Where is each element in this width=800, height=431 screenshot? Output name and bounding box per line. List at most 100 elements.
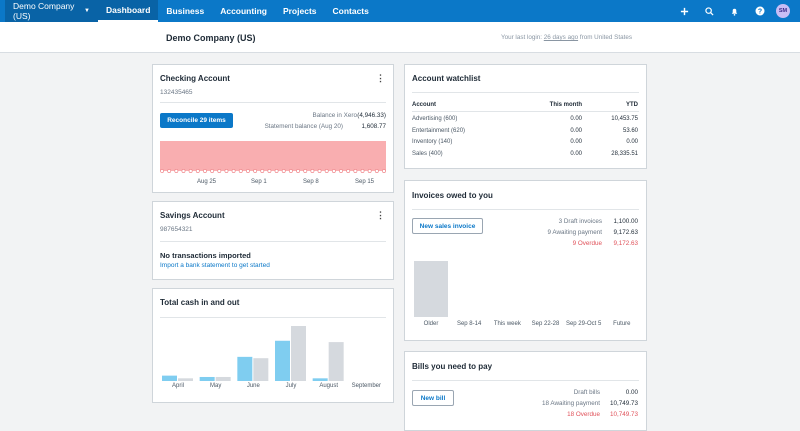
- checking-account-card: Checking Account 132435465 ⋮ Reconcile 2…: [152, 64, 394, 193]
- avatar[interactable]: SM: [776, 4, 790, 18]
- balance-point: [296, 169, 301, 173]
- main-nav: Dashboard Business Accounting Projects C…: [98, 0, 377, 22]
- balance-chart: [160, 141, 386, 173]
- import-statement-link[interactable]: Import a bank statement to get started: [160, 262, 270, 269]
- balance-point: [303, 169, 308, 173]
- x-tick-label: Sep 15: [355, 179, 375, 185]
- top-nav: Demo Company (US) ▼ Dashboard Business A…: [0, 0, 800, 22]
- balance-point: [331, 169, 336, 173]
- balance-point: [174, 169, 179, 173]
- more-options-icon[interactable]: ⋮: [376, 73, 385, 83]
- nav-business[interactable]: Business: [166, 6, 205, 16]
- bills-card: Bills you need to pay New bill Draft bil…: [404, 351, 647, 431]
- balance-point: [188, 169, 193, 173]
- x-tick-label: Sep 22-28: [531, 321, 560, 327]
- balance-point: [181, 169, 186, 173]
- ytd-value: 0.00: [626, 139, 638, 145]
- draft-invoices-label[interactable]: 3 Draft invoices: [558, 218, 602, 225]
- balance-point: [281, 169, 286, 173]
- top-icons: ? SM: [672, 0, 800, 22]
- org-switcher[interactable]: Demo Company (US) ▼: [5, 0, 98, 22]
- overdue-value: 9,172.63: [613, 240, 638, 247]
- balance-point: [274, 169, 279, 173]
- new-sales-invoice-button[interactable]: New sales invoice: [412, 218, 483, 234]
- balance-point: [253, 169, 258, 173]
- ytd-value: 53.60: [622, 127, 638, 134]
- balance-point: [224, 169, 229, 173]
- cash-bar: [162, 375, 177, 381]
- more-options-icon[interactable]: ⋮: [376, 210, 385, 220]
- balance-area: [160, 141, 386, 171]
- search-icon[interactable]: [697, 0, 722, 22]
- account-name[interactable]: Inventory (140): [412, 139, 453, 145]
- cash-bar: [237, 356, 253, 381]
- balance-point: [353, 169, 358, 173]
- bills-awaiting-label[interactable]: 18 Awaiting payment: [542, 400, 600, 407]
- nav-accounting[interactable]: Accounting: [220, 6, 267, 16]
- balance-point: [374, 169, 379, 173]
- help-icon[interactable]: ?: [747, 0, 772, 22]
- draft-invoices-value: 1,100.00: [613, 218, 638, 225]
- overdue-label[interactable]: 9 Overdue: [572, 240, 602, 247]
- balance-point: [382, 169, 386, 173]
- bell-icon[interactable]: [722, 0, 747, 22]
- last-login-prefix: Your last login:: [500, 34, 544, 41]
- cash-bar: [199, 376, 215, 381]
- reconcile-button[interactable]: Reconcile 29 items: [160, 113, 233, 128]
- draft-bills-value: 0.00: [625, 389, 638, 396]
- awaiting-payment-value: 9,172.63: [613, 229, 638, 236]
- nav-contacts[interactable]: Contacts: [332, 6, 369, 16]
- draft-bills-label[interactable]: Draft bills: [573, 389, 600, 396]
- x-tick-label: Sep 8-14: [456, 321, 482, 327]
- nav-projects[interactable]: Projects: [282, 6, 317, 16]
- balance-point: [339, 169, 343, 173]
- invoice-bar: [414, 261, 448, 317]
- cash-bar: [328, 342, 344, 381]
- org-name: Demo Company (US): [13, 1, 75, 21]
- this-month-value: 0.00: [570, 116, 582, 122]
- new-bill-button[interactable]: New bill: [412, 390, 454, 406]
- this-month-value: 0.00: [570, 150, 582, 157]
- account-name[interactable]: Advertising (600): [412, 116, 458, 122]
- invoices-title: Invoices owed to you: [412, 191, 493, 200]
- page-title: Demo Company (US): [166, 33, 256, 43]
- this-month-value: 0.00: [570, 139, 582, 145]
- x-tick-label: August: [319, 383, 338, 389]
- cash-chart: [162, 326, 344, 381]
- x-tick-label: April: [171, 383, 184, 389]
- balance-point: [160, 169, 164, 173]
- page-header: Demo Company (US) Your last login: 26 da…: [0, 22, 800, 53]
- savings-account-card: Savings Account 987654321 ⋮ No transacti…: [152, 201, 394, 280]
- bills-awaiting-value: 10,749.73: [609, 400, 638, 407]
- nav-dashboard[interactable]: Dashboard: [98, 0, 159, 22]
- bills-title: Bills you need to pay: [412, 362, 493, 371]
- cash-bar: [312, 378, 328, 381]
- balance-xero-value: (4,946.33): [357, 112, 386, 119]
- balance-point: [346, 169, 351, 173]
- last-login: Your last login: 26 days ago from United…: [501, 34, 632, 41]
- last-login-link[interactable]: 26 days ago: [543, 34, 579, 41]
- balance-point: [238, 169, 243, 173]
- bills-overdue-label[interactable]: 18 Overdue: [567, 411, 600, 418]
- ytd-value: 10,453.75: [611, 116, 638, 122]
- account-name[interactable]: Entertainment (620): [412, 127, 466, 134]
- awaiting-payment-label[interactable]: 9 Awaiting payment: [547, 229, 603, 236]
- balance-point: [260, 169, 265, 173]
- checking-account-title[interactable]: Checking Account: [160, 74, 230, 83]
- x-tick-label: Aug 25: [197, 179, 217, 185]
- x-tick-label: July: [285, 383, 297, 389]
- this-month-value: 0.00: [570, 127, 582, 134]
- account-name[interactable]: Sales (400): [412, 150, 443, 157]
- savings-account-title[interactable]: Savings Account: [160, 211, 225, 220]
- balance-point: [231, 169, 236, 173]
- cash-in-out-card: Total cash in and out April May June July Au…: [152, 288, 394, 403]
- savings-account-number: 987654321: [160, 226, 193, 233]
- balance-point: [210, 169, 215, 173]
- cash-in-out-title: Total cash in and out: [160, 298, 240, 307]
- x-tick-label: This week: [493, 321, 521, 327]
- cash-bar: [291, 326, 306, 381]
- cash-bar: [275, 340, 290, 381]
- plus-icon[interactable]: [672, 0, 697, 22]
- balance-point: [245, 169, 250, 173]
- caret-down-icon: ▼: [84, 8, 90, 14]
